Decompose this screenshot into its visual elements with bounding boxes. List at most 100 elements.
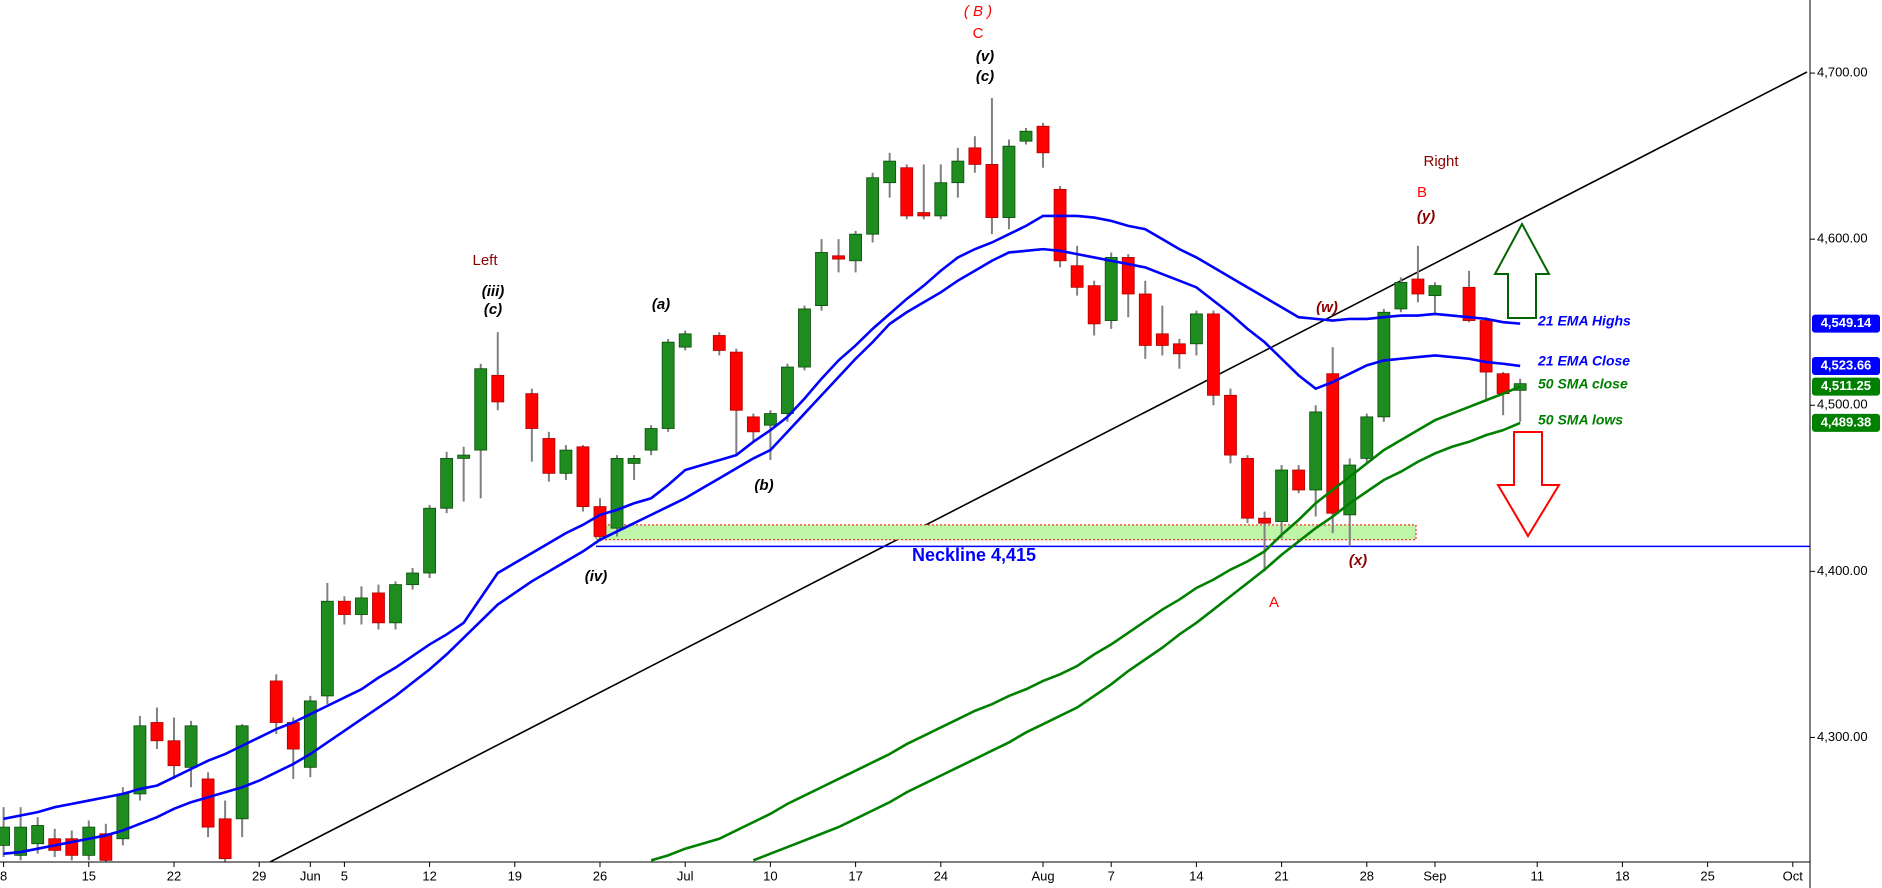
indicator-line <box>3 247 1521 855</box>
candle-body <box>525 393 539 429</box>
wave-label: (c) <box>484 301 502 318</box>
indicator-line <box>3 214 1521 821</box>
candle-body <box>235 725 249 820</box>
candle-body <box>491 374 505 403</box>
candle-body <box>218 818 232 860</box>
candle-body <box>610 458 624 529</box>
candle-body <box>985 164 999 218</box>
candle-body <box>372 592 385 624</box>
trendline <box>269 71 1808 862</box>
candle-body <box>355 597 368 615</box>
candle-body <box>1019 130 1033 142</box>
x-tick-label: Aug <box>1031 868 1054 883</box>
candle-body <box>82 826 96 856</box>
candle-body <box>951 160 965 184</box>
candle-body <box>1224 394 1237 456</box>
candle-body <box>1002 145 1016 218</box>
overlay: ( B )C(v)(c)Left(iii)(c) (a)(b)(iv)(w)Rig… <box>472 3 1561 611</box>
x-tick-label: 15 <box>82 868 96 883</box>
indicator-line <box>752 421 1521 862</box>
candle-body <box>286 722 300 750</box>
candle-body <box>269 680 283 723</box>
candle-body <box>644 428 658 451</box>
candle-body <box>1070 265 1084 288</box>
legend-label: 21 EMA Highs <box>1537 313 1631 329</box>
candle-body <box>1087 285 1101 325</box>
y-tick-label: 4,700.00 <box>1817 65 1868 80</box>
wave-label: B <box>1417 184 1427 201</box>
x-tick-label: Oct <box>1783 868 1804 883</box>
value-tag <box>1812 356 1880 375</box>
candle-body <box>14 826 28 856</box>
wave-label: (a) <box>652 296 670 313</box>
candle-body <box>1138 293 1152 346</box>
candle-body <box>627 458 641 464</box>
candle-body <box>457 454 471 459</box>
wave-label: Left <box>472 252 498 269</box>
wave-label: (c) <box>976 68 994 85</box>
x-tick-label: 7 <box>1108 868 1115 883</box>
wave-label: (b) <box>754 477 773 494</box>
wave-label: (iii) <box>482 283 505 300</box>
y-tick-label: 4,500.00 <box>1817 397 1868 412</box>
candle-body <box>184 725 198 768</box>
x-tick-label: 18 <box>1615 868 1629 883</box>
candle-body <box>661 341 675 429</box>
candle-body <box>1275 469 1288 522</box>
indicator-line <box>650 385 1521 862</box>
candle-body <box>337 600 351 615</box>
candle-body <box>1258 517 1271 524</box>
candle-body <box>1360 416 1374 459</box>
candle-body <box>31 825 45 845</box>
candle-body <box>99 833 113 861</box>
wave-label: C <box>973 25 984 42</box>
wave-label: ( B ) <box>964 3 992 20</box>
candle-body <box>133 725 147 795</box>
x-tick-label: 24 <box>934 868 948 883</box>
x-tick-label: 17 <box>848 868 862 883</box>
candle-body <box>1377 311 1391 418</box>
x-tick-label: Jul <box>677 868 694 883</box>
candle-body <box>815 252 828 307</box>
y-tick-label: 4,400.00 <box>1817 563 1868 578</box>
x-tick-label: 21 <box>1274 868 1288 883</box>
candle-body <box>832 255 845 260</box>
candle-body <box>1036 125 1050 154</box>
candle-body <box>474 368 488 451</box>
candle-body <box>0 826 10 846</box>
candle-body <box>729 351 743 411</box>
neckline-label: Neckline 4,415 <box>912 545 1036 565</box>
candle-body <box>1155 333 1169 346</box>
candle-body <box>1241 458 1254 519</box>
x-tick-label: 14 <box>1189 868 1203 883</box>
candle-body <box>440 458 454 509</box>
candle-body <box>968 147 982 165</box>
candle-body <box>1207 313 1220 396</box>
value-tag-label: 4,489.38 <box>1821 414 1872 429</box>
x-tick-label: 25 <box>1700 868 1714 883</box>
candle-body <box>1394 281 1408 310</box>
value-tag <box>1812 377 1880 396</box>
wave-label: (w) <box>1316 299 1338 316</box>
support-zone <box>595 524 1417 541</box>
candle-body <box>746 416 760 433</box>
legend-label: 21 EMA Close <box>1537 353 1630 369</box>
x-tick-label: 28 <box>1360 868 1374 883</box>
x-tick-label: 26 <box>593 868 607 883</box>
candle-body <box>798 308 811 368</box>
legend-label: 50 SMA lows <box>1538 412 1623 428</box>
candle-body <box>900 167 914 217</box>
candle-body <box>934 182 948 217</box>
value-tag-label: 4,511.25 <box>1821 378 1871 393</box>
y-tick-label: 4,600.00 <box>1817 231 1868 246</box>
candle-body <box>1190 313 1203 345</box>
candle-body <box>883 160 897 184</box>
value-tag-label: 4,523.66 <box>1821 357 1872 372</box>
candle-body <box>781 366 794 414</box>
wave-label: (v) <box>976 48 994 65</box>
candle-body <box>1104 257 1118 321</box>
wave-label: A <box>1269 594 1279 611</box>
candle-body <box>576 446 590 507</box>
x-tick-label: 19 <box>508 868 522 883</box>
